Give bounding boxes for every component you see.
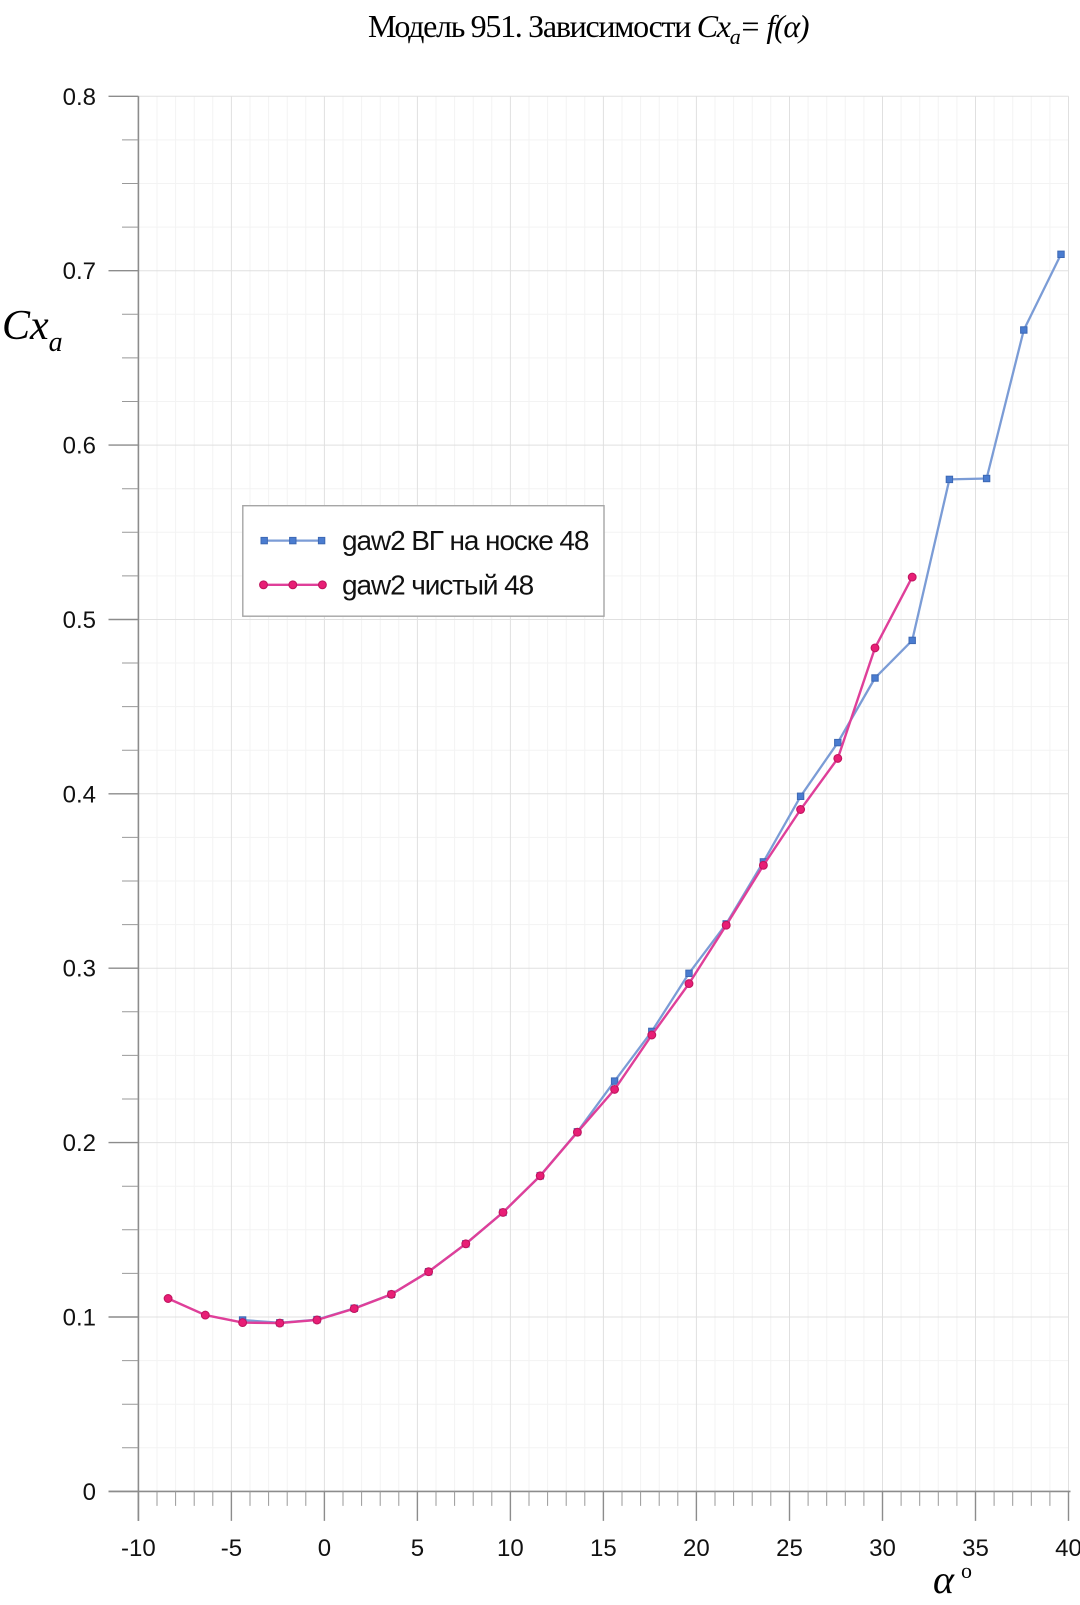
svg-text:0.3: 0.3	[63, 956, 96, 983]
svg-text:Модель 951. Зависимости Cxa= f: Модель 951. Зависимости Cxa= f(α)	[368, 8, 809, 49]
svg-text:5: 5	[411, 1535, 424, 1562]
svg-text:-5: -5	[221, 1535, 242, 1562]
svg-text:30: 30	[869, 1535, 896, 1562]
svg-text:-10: -10	[121, 1535, 156, 1562]
svg-text:0.7: 0.7	[63, 258, 96, 285]
svg-text:40: 40	[1055, 1535, 1080, 1562]
svg-text:0.1: 0.1	[63, 1305, 96, 1332]
svg-text:35: 35	[962, 1535, 989, 1562]
svg-text:20: 20	[683, 1535, 710, 1562]
svg-text:0.8: 0.8	[63, 84, 96, 111]
svg-text:α: α	[933, 1557, 955, 1600]
svg-text:0.2: 0.2	[63, 1130, 96, 1157]
svg-text:25: 25	[776, 1535, 803, 1562]
svg-text:gaw2 ВГ на носке 48: gaw2 ВГ на носке 48	[342, 525, 589, 556]
svg-text:o: o	[961, 1558, 972, 1583]
svg-text:Cxa: Cxa	[2, 303, 63, 358]
svg-text:15: 15	[590, 1535, 617, 1562]
svg-text:0: 0	[83, 1479, 96, 1506]
svg-text:gaw2 чистый 48: gaw2 чистый 48	[342, 570, 534, 601]
svg-text:10: 10	[497, 1535, 524, 1562]
svg-text:0.6: 0.6	[63, 433, 96, 460]
svg-text:0: 0	[318, 1535, 331, 1562]
svg-text:0.4: 0.4	[63, 781, 96, 808]
svg-text:0.5: 0.5	[63, 607, 96, 634]
